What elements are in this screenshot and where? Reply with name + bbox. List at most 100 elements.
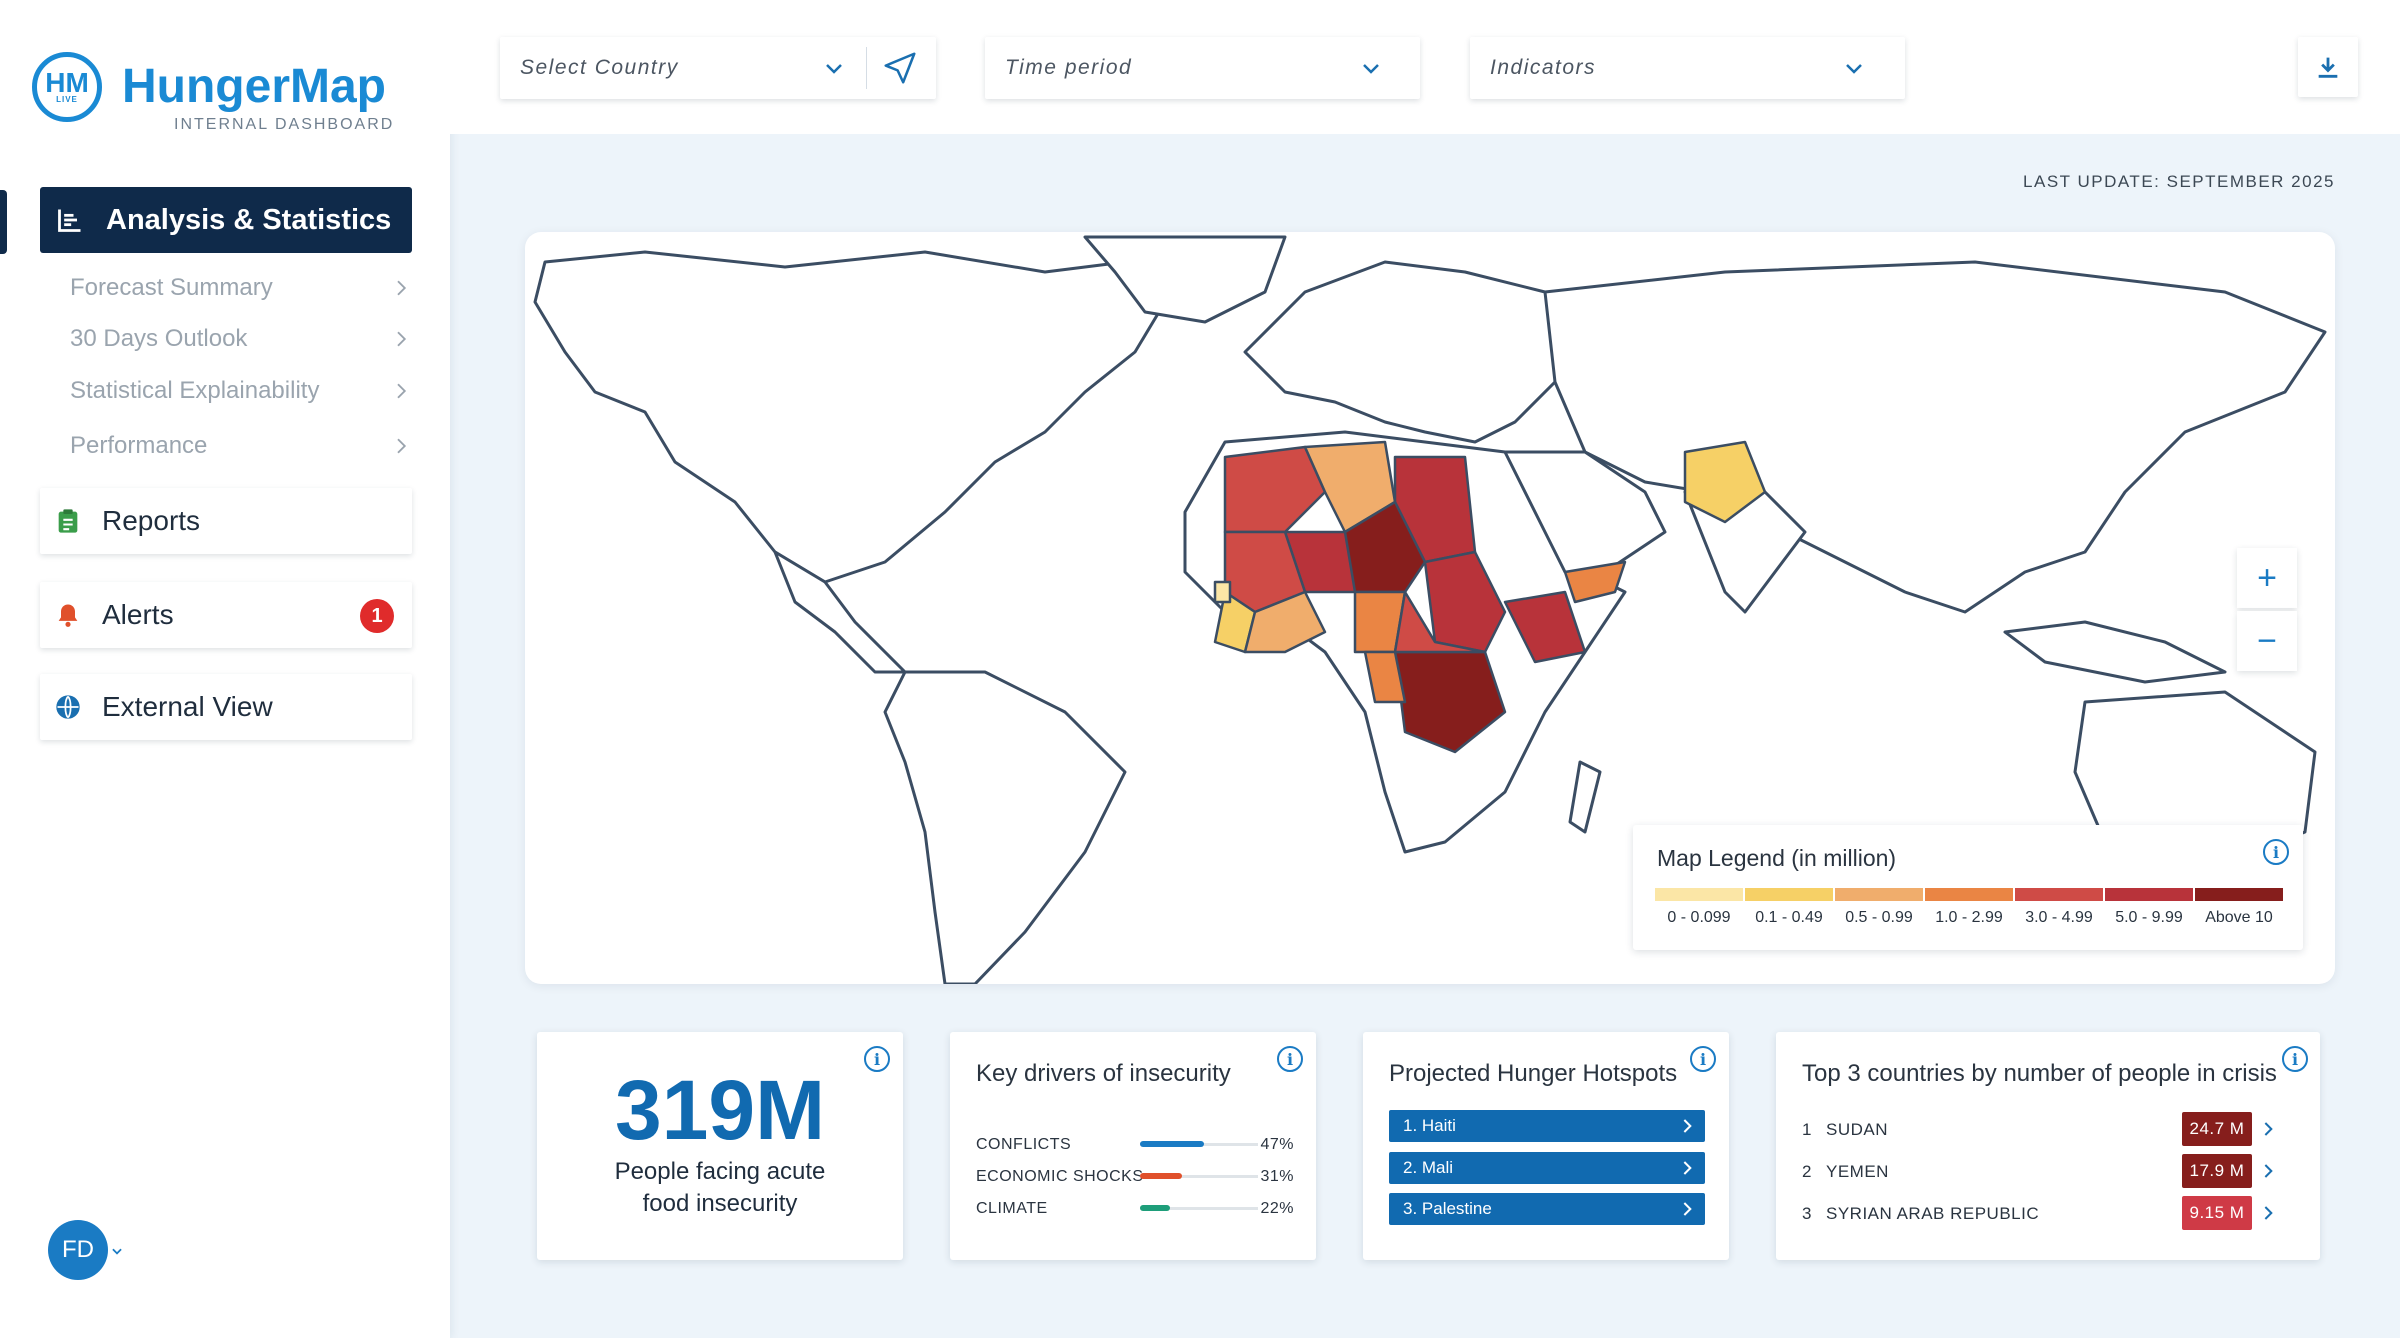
region-afghanistan-pakistan bbox=[1683, 440, 1767, 524]
nav-analysis-statistics[interactable]: Analysis & Statistics bbox=[40, 187, 412, 253]
chevron-down-icon bbox=[1846, 64, 1862, 74]
chevron-right-icon bbox=[397, 438, 407, 454]
chevron-right-icon bbox=[2264, 1122, 2273, 1136]
south-america-land bbox=[883, 670, 1127, 984]
region-congo bbox=[1363, 650, 1407, 704]
legend-scale: 0 - 0.099 0.1 - 0.49 0.5 - 0.99 1.0 - 2.… bbox=[1655, 888, 2285, 927]
info-icon[interactable]: i bbox=[1690, 1046, 1716, 1072]
select-time-placeholder: Time period bbox=[1005, 56, 1133, 79]
driver-bar-track bbox=[1140, 1205, 1258, 1211]
subnav-label: Performance bbox=[70, 432, 208, 459]
nav-alerts[interactable]: Alerts 1 bbox=[40, 582, 412, 648]
subnav-label: Statistical Explainability bbox=[70, 377, 320, 404]
region-yemen bbox=[1563, 560, 1627, 604]
region-ghana bbox=[1243, 590, 1327, 654]
driver-percent: 22% bbox=[1260, 1200, 1294, 1217]
legend-swatch bbox=[2195, 888, 2283, 901]
hotspots-title: Projected Hunger Hotspots bbox=[1389, 1060, 1678, 1087]
driver-bar-track bbox=[1140, 1173, 1258, 1179]
driver-label: ECONOMIC SHOCKS bbox=[976, 1168, 1144, 1185]
nav-reports[interactable]: Reports bbox=[40, 488, 412, 554]
sidebar: HM LIVE HungerMap INTERNAL DASHBOARD Ana… bbox=[0, 0, 450, 1338]
chevron-right-icon bbox=[2264, 1164, 2273, 1178]
greenland-land bbox=[1083, 235, 1287, 324]
legend-label: 3.0 - 4.99 bbox=[2025, 909, 2093, 926]
nav-external-view[interactable]: External View bbox=[40, 674, 412, 740]
map-legend: Map Legend (in million) i 0 - 0.099 0.1 … bbox=[1633, 825, 2303, 950]
world-map[interactable] bbox=[525, 232, 2335, 984]
hotspot-item[interactable]: 1. Haiti bbox=[1389, 1110, 1705, 1142]
driver-row-economic-shocks: ECONOMIC SHOCKS 31% bbox=[976, 1166, 1294, 1190]
legend-swatch bbox=[1655, 888, 1743, 901]
app-name: HungerMap bbox=[122, 60, 386, 113]
driver-bar-fill bbox=[1140, 1173, 1183, 1179]
legend-label: Above 10 bbox=[2205, 909, 2273, 926]
nav-external-view-label: External View bbox=[102, 691, 273, 722]
legend-label: 5.0 - 9.99 bbox=[2115, 909, 2183, 926]
region-ethiopia bbox=[1503, 590, 1587, 664]
info-icon[interactable]: i bbox=[2282, 1046, 2308, 1072]
last-update: LAST UPDATE: SEPTEMBER 2025 bbox=[2023, 172, 2335, 191]
hotspot-item[interactable]: 2. Mali bbox=[1389, 1152, 1705, 1184]
logo-live: LIVE bbox=[56, 95, 78, 104]
asia-land bbox=[1543, 260, 2327, 614]
driver-label: CONFLICTS bbox=[976, 1136, 1072, 1153]
info-icon[interactable]: i bbox=[2263, 839, 2289, 865]
chevron-right-icon bbox=[397, 280, 407, 296]
logo[interactable]: HM LIVE HungerMap INTERNAL DASHBOARD bbox=[32, 52, 392, 133]
subnav-30-days-outlook[interactable]: 30 Days Outlook bbox=[70, 319, 410, 359]
info-icon[interactable]: i bbox=[864, 1046, 890, 1072]
legend-swatch bbox=[1835, 888, 1923, 901]
chevron-right-icon bbox=[1683, 1119, 1692, 1133]
people-affected-value: 319M bbox=[614, 1063, 826, 1157]
zoom-in-label: + bbox=[2257, 558, 2277, 597]
people-affected-label-line1: People facing acute bbox=[614, 1158, 826, 1185]
driver-label: CLIMATE bbox=[976, 1200, 1048, 1217]
crisis-rank: 2 bbox=[1802, 1162, 1812, 1181]
key-drivers-title: Key drivers of insecurity bbox=[976, 1060, 1231, 1087]
chevron-down-icon[interactable] bbox=[110, 1244, 124, 1258]
select-indicators-placeholder: Indicators bbox=[1490, 56, 1597, 79]
info-icon[interactable]: i bbox=[1277, 1046, 1303, 1072]
subnav-label: Forecast Summary bbox=[70, 274, 273, 301]
app-subtitle: INTERNAL DASHBOARD bbox=[174, 116, 395, 133]
legend-item: 0 - 0.099 bbox=[1655, 888, 1743, 927]
legend-swatch bbox=[1745, 888, 1833, 901]
crisis-country: SUDAN bbox=[1826, 1120, 1889, 1139]
southeast-asia-islands bbox=[2003, 620, 2227, 684]
crisis-row[interactable]: 3 SYRIAN ARAB REPUBLIC 9.15 M bbox=[1802, 1196, 2282, 1230]
driver-percent: 31% bbox=[1260, 1168, 1294, 1185]
chevron-down-icon bbox=[1363, 64, 1379, 74]
driver-bar-track bbox=[1140, 1141, 1258, 1147]
zoom-out-button[interactable]: − bbox=[2237, 611, 2297, 671]
select-country[interactable]: Select Country bbox=[500, 37, 936, 99]
driver-bar-fill bbox=[1140, 1141, 1204, 1147]
chevron-right-icon bbox=[1683, 1202, 1692, 1216]
bell-icon bbox=[58, 604, 78, 627]
crisis-country: YEMEN bbox=[1826, 1162, 1889, 1181]
download-button[interactable] bbox=[2298, 37, 2358, 97]
subnav-performance[interactable]: Performance bbox=[70, 426, 410, 466]
bar-chart-icon bbox=[58, 209, 81, 232]
download-icon bbox=[2318, 57, 2338, 78]
world-map-svg[interactable] bbox=[525, 232, 2335, 984]
subnav-statistical-explainability[interactable]: Statistical Explainability bbox=[70, 371, 410, 411]
subnav-forecast-summary[interactable]: Forecast Summary bbox=[70, 268, 410, 308]
legend-label: 1.0 - 2.99 bbox=[1935, 909, 2003, 926]
madagascar-land bbox=[1568, 760, 1602, 834]
user-avatar[interactable]: FD bbox=[48, 1220, 108, 1280]
crisis-value-badge: 9.15 M bbox=[2182, 1196, 2252, 1230]
driver-percent: 47% bbox=[1260, 1136, 1294, 1153]
legend-item: 3.0 - 4.99 bbox=[2015, 888, 2103, 927]
select-time-period[interactable]: Time period bbox=[985, 37, 1420, 99]
zoom-in-button[interactable]: + bbox=[2237, 548, 2297, 608]
crisis-rank: 3 bbox=[1802, 1204, 1812, 1223]
chevron-right-icon bbox=[1683, 1161, 1692, 1175]
select-indicators[interactable]: Indicators bbox=[1470, 37, 1905, 99]
crisis-row[interactable]: 2 YEMEN 17.9 M bbox=[1802, 1154, 2282, 1188]
hotspot-item[interactable]: 3. Palestine bbox=[1389, 1193, 1705, 1225]
locate-arrow-icon[interactable] bbox=[881, 49, 919, 87]
chevron-down-icon bbox=[826, 64, 842, 74]
alerts-count-badge: 1 bbox=[360, 599, 394, 633]
crisis-row[interactable]: 1 SUDAN 24.7 M bbox=[1802, 1112, 2282, 1146]
